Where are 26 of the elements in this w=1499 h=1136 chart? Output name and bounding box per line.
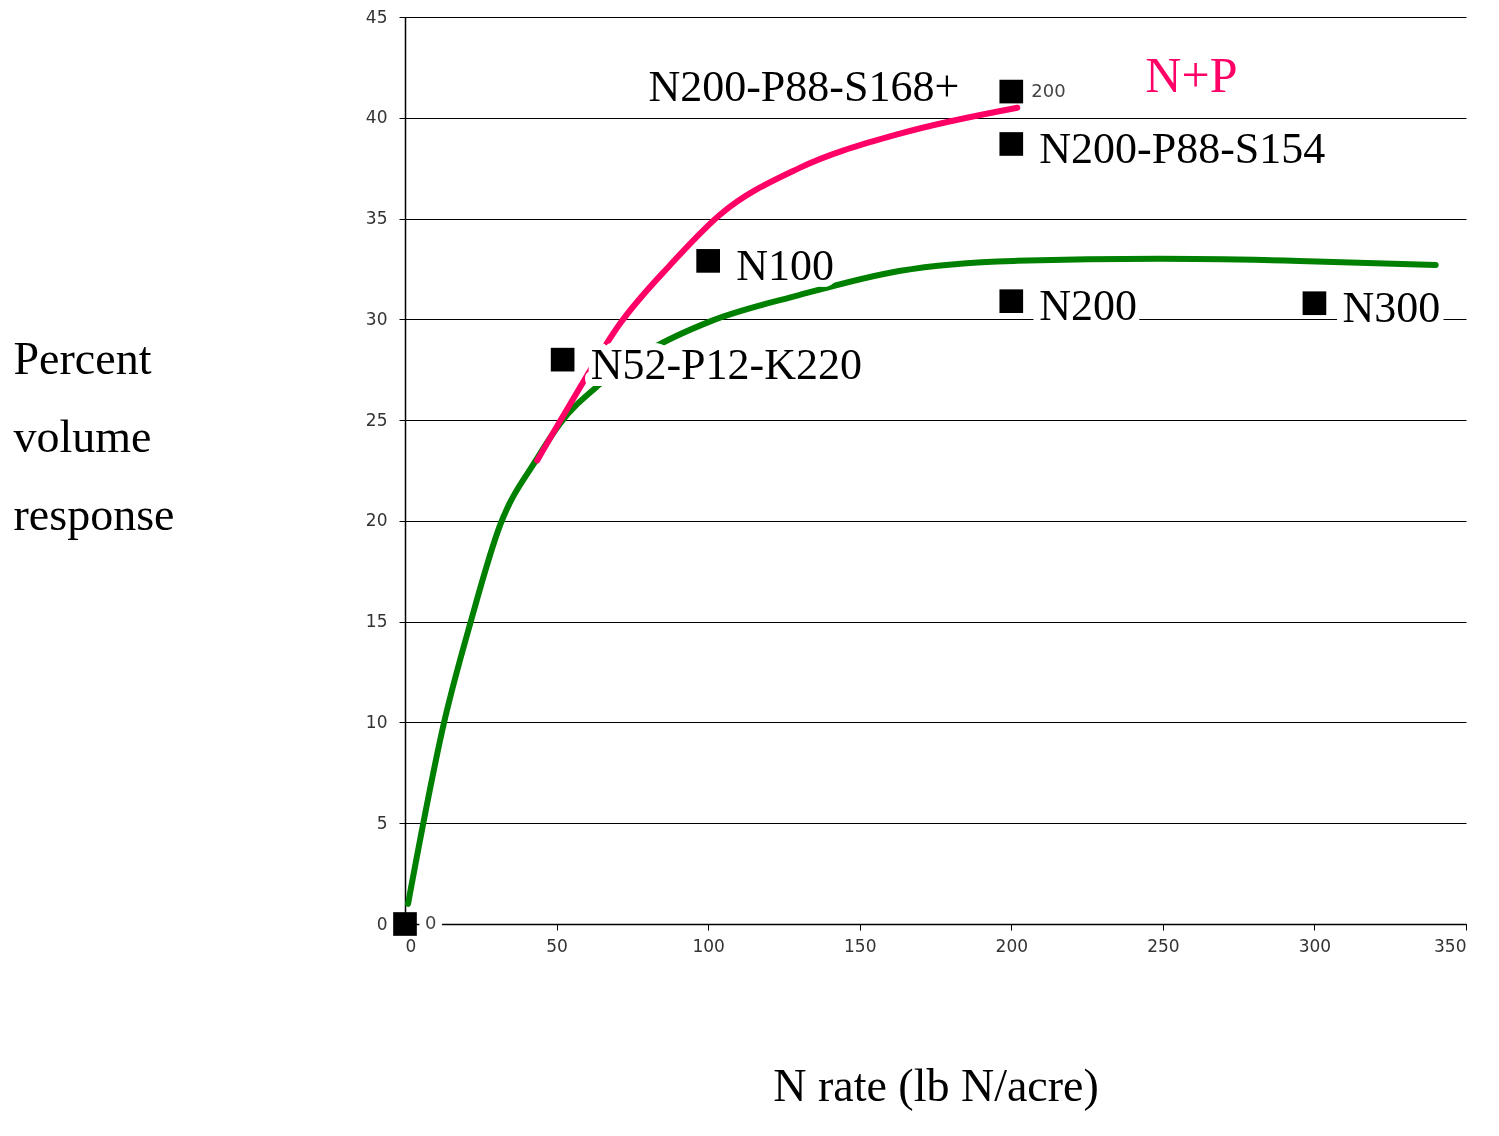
x-tick-label: 250 bbox=[1147, 935, 1180, 956]
annotation: 200 bbox=[1031, 79, 1066, 101]
x-tick-label: 0 bbox=[405, 935, 417, 956]
y-tick-label: 35 bbox=[365, 208, 388, 229]
annotation: N200-P88-S154 bbox=[1039, 123, 1326, 173]
x-tick-label: 350 bbox=[1434, 935, 1467, 956]
x-axis-title: N rate (lb N/acre) bbox=[773, 1059, 1099, 1111]
y-tick-label: 40 bbox=[365, 107, 388, 128]
y-tick-label: 25 bbox=[365, 409, 388, 430]
x-tick-label: 100 bbox=[692, 935, 725, 956]
x-tick-label: 300 bbox=[1298, 935, 1332, 956]
y-tick-label: 10 bbox=[365, 711, 388, 732]
y-tick-label: 30 bbox=[365, 308, 388, 329]
text: N+P bbox=[1145, 46, 1238, 103]
y-axis-title: Percent volume response bbox=[13, 332, 175, 540]
x-tick-label: 200 bbox=[995, 935, 1029, 956]
x-tick-label: 50 bbox=[546, 935, 568, 956]
y-tick-label: 15 bbox=[365, 611, 388, 632]
annotation: N100 bbox=[736, 240, 834, 290]
x-tick-label: 150 bbox=[843, 935, 877, 956]
annotation: N200-P88-S168+ bbox=[648, 61, 960, 111]
y-tick-label: 45 bbox=[365, 6, 388, 27]
y-tick-label: 0 bbox=[376, 913, 388, 934]
y-tick-label: 20 bbox=[365, 510, 388, 531]
y-tick-label: 5 bbox=[376, 812, 388, 833]
annotation: N200 bbox=[1039, 281, 1138, 331]
